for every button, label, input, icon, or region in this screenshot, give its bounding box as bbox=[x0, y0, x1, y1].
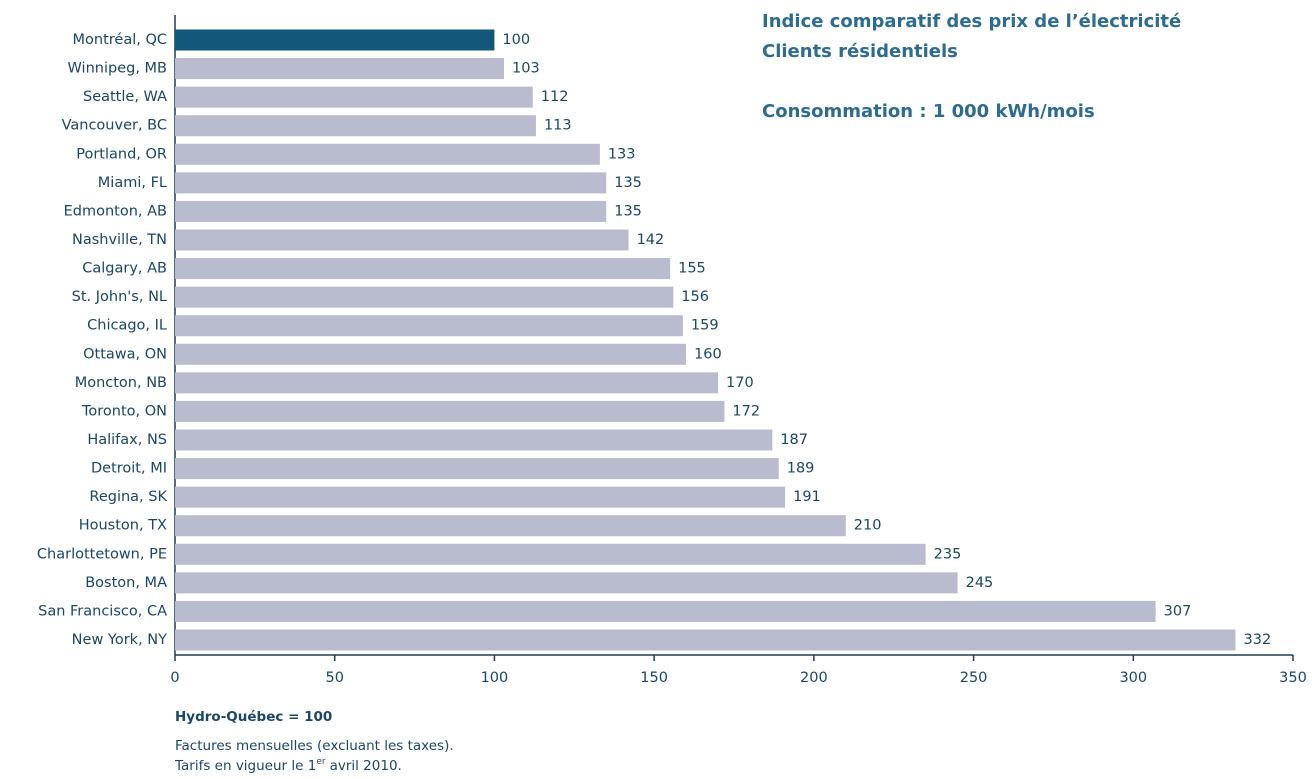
value-label: 133 bbox=[608, 146, 636, 162]
bar bbox=[175, 200, 607, 222]
chart-subtitle: Clients résidentiels bbox=[762, 41, 958, 62]
y-tick-label: Miami, FL bbox=[98, 175, 167, 191]
bar bbox=[175, 115, 536, 137]
value-label: 113 bbox=[544, 118, 572, 134]
bar bbox=[175, 315, 683, 337]
y-tick-label: Montréal, QC bbox=[73, 32, 168, 48]
bar bbox=[175, 58, 505, 80]
value-label: 187 bbox=[780, 432, 808, 448]
note-part: avril 2010. bbox=[330, 758, 402, 774]
y-tick-label: Vancouver, BC bbox=[62, 118, 167, 134]
value-label: 172 bbox=[732, 403, 760, 419]
bar bbox=[175, 458, 779, 480]
bar bbox=[175, 400, 725, 422]
note: Factures mensuelles (excluant les taxes)… bbox=[175, 738, 454, 754]
value-label: 155 bbox=[678, 261, 706, 277]
bar bbox=[175, 515, 846, 537]
y-tick-label: Seattle, WA bbox=[83, 89, 167, 105]
x-tick-label: 0 bbox=[170, 670, 179, 686]
value-label: 135 bbox=[614, 175, 642, 191]
bar bbox=[175, 258, 671, 280]
y-tick-label: Calgary, AB bbox=[82, 261, 167, 277]
y-tick-label: New York, NY bbox=[72, 632, 167, 648]
x-tick-label: 200 bbox=[800, 670, 828, 686]
x-tick-label: 150 bbox=[640, 670, 668, 686]
bar bbox=[175, 172, 607, 194]
x-tick-label: 300 bbox=[1119, 670, 1147, 686]
y-tick-label: Winnipeg, MB bbox=[68, 61, 167, 77]
value-label: 160 bbox=[694, 346, 722, 362]
value-label: 235 bbox=[934, 546, 962, 562]
x-tick-label: 50 bbox=[325, 670, 343, 686]
bar bbox=[175, 372, 719, 394]
y-tick-label: Charlottetown, PE bbox=[37, 546, 167, 562]
note-sup: er bbox=[316, 757, 326, 767]
y-tick-label: San Francisco, CA bbox=[38, 603, 167, 619]
y-tick-label: Moncton, NB bbox=[75, 375, 167, 391]
bar bbox=[175, 543, 926, 565]
bar bbox=[175, 343, 687, 365]
note: Tarifs en vigueur le 1er avril 2010. bbox=[174, 757, 402, 775]
value-label: 189 bbox=[787, 461, 815, 477]
value-label: 112 bbox=[541, 89, 569, 105]
value-label: 159 bbox=[691, 318, 719, 334]
bar bbox=[175, 286, 674, 308]
bar bbox=[175, 600, 1156, 622]
y-tick-label: Nashville, TN bbox=[72, 232, 167, 248]
bar bbox=[175, 143, 600, 165]
bar bbox=[175, 429, 773, 451]
value-label: 245 bbox=[966, 575, 994, 591]
y-tick-label: Portland, OR bbox=[76, 146, 167, 162]
value-label: 332 bbox=[1244, 632, 1272, 648]
x-tick-label: 100 bbox=[481, 670, 509, 686]
bar bbox=[175, 629, 1236, 651]
y-tick-label: Detroit, MI bbox=[91, 461, 167, 477]
value-label: 191 bbox=[793, 489, 821, 505]
y-tick-label: Houston, TX bbox=[79, 518, 167, 534]
value-label: 142 bbox=[637, 232, 665, 248]
y-tick-label: St. John's, NL bbox=[72, 289, 167, 305]
value-label: 135 bbox=[614, 203, 642, 219]
y-tick-label: Chicago, IL bbox=[87, 318, 167, 334]
bar bbox=[175, 29, 495, 51]
value-label: 307 bbox=[1164, 603, 1192, 619]
value-label: 156 bbox=[681, 289, 709, 305]
value-label: 100 bbox=[502, 32, 530, 48]
value-label: 210 bbox=[854, 518, 882, 534]
x-tick-label: 350 bbox=[1279, 670, 1307, 686]
x-tick-label: 250 bbox=[960, 670, 988, 686]
bar bbox=[175, 229, 629, 251]
y-tick-label: Toronto, ON bbox=[81, 403, 167, 419]
chart-title: Indice comparatif des prix de l’électric… bbox=[762, 11, 1181, 32]
note-part: Tarifs en vigueur le 1 bbox=[174, 758, 316, 774]
bar bbox=[175, 572, 958, 594]
y-tick-label: Halifax, NS bbox=[87, 432, 167, 448]
y-tick-label: Ottawa, ON bbox=[83, 346, 167, 362]
y-tick-label: Regina, SK bbox=[89, 489, 167, 505]
bar bbox=[175, 486, 786, 508]
y-tick-label: Edmonton, AB bbox=[64, 203, 167, 219]
value-label: 170 bbox=[726, 375, 754, 391]
value-label: 103 bbox=[512, 61, 540, 77]
annotation: Consommation : 1 000 kWh/mois bbox=[762, 101, 1095, 122]
note-base: Hydro-Québec = 100 bbox=[175, 709, 332, 725]
y-tick-label: Boston, MA bbox=[85, 575, 167, 591]
bar bbox=[175, 86, 533, 108]
